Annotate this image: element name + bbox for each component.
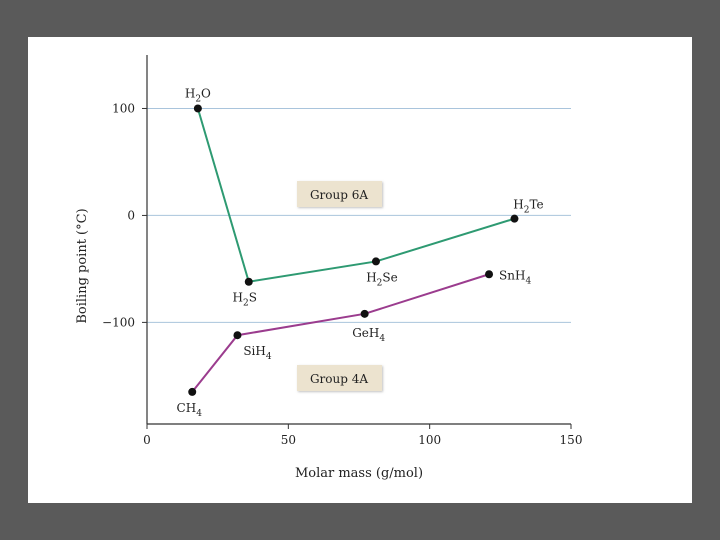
data-point [485,270,494,279]
data-point-label: H2O [185,86,211,104]
y-tick-label: −100 [102,315,135,329]
data-point-label: H2S [233,291,257,309]
data-point-label: SiH4 [243,344,272,362]
x-tick-label: 50 [281,433,296,447]
data-point [360,309,369,318]
group-6a-label: Group 6A [310,188,368,202]
group-4a-label: Group 4A [310,372,368,386]
y-tick-label: 100 [112,101,135,115]
data-point-label: CH4 [177,401,203,419]
series-line-group-4a [191,273,490,393]
data-point [371,257,380,266]
data-point-label: H2Te [513,198,543,216]
x-axis-title: Molar mass (g/mol) [295,466,423,481]
x-tick-label: 150 [560,433,583,447]
data-point-label: SnH4 [499,268,531,286]
group-4a-label-box: Group 4A [297,365,382,391]
slide-background: 100 0 −100 0 50 100 150 H2O H2S H2Se H2Te CH4 SiH4 G… [28,37,692,503]
series-line-group-6a [196,108,515,283]
series-lines [188,104,519,396]
data-point [510,214,519,223]
data-point-label: H2Se [366,270,398,288]
group-6a-label-box: Group 6A [297,181,382,207]
data-point [193,104,202,113]
y-axis-title: Boiling point (°C) [75,208,90,323]
y-tick-label: 0 [127,208,135,222]
x-tick-label: 100 [418,433,441,447]
data-point [188,387,197,396]
data-point [244,277,253,286]
axes: 100 0 −100 0 50 100 150 [102,55,582,447]
point-labels: H2O H2S H2Se H2Te CH4 SiH4 GeH4 SnH4 [177,86,544,418]
boiling-point-chart: 100 0 −100 0 50 100 150 H2O H2S H2Se H2Te CH4 SiH4 G… [75,55,582,481]
data-point [233,331,242,340]
x-tick-label: 0 [143,433,151,447]
data-point-label: GeH4 [352,326,385,344]
grid-lines [147,107,571,323]
